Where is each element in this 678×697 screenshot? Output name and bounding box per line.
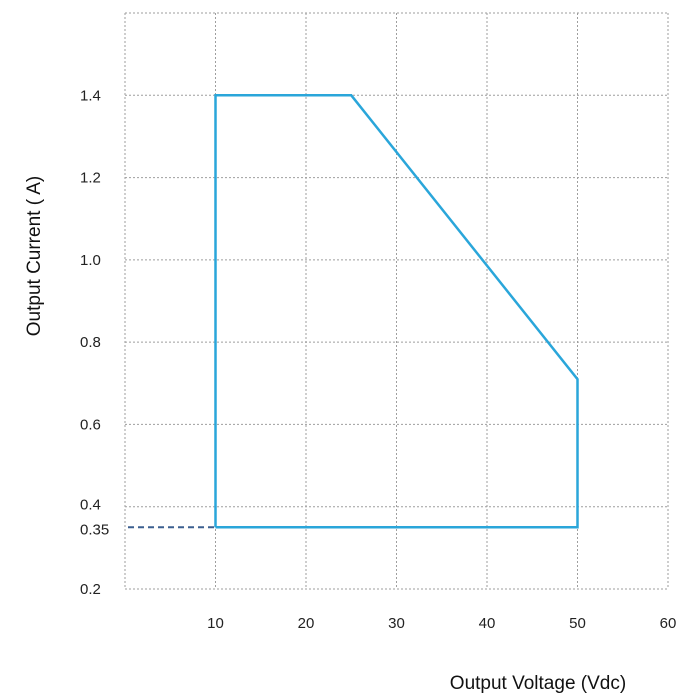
- x-tick-label: 30: [388, 615, 405, 632]
- operating-area-line: [214, 94, 579, 529]
- grid: [124, 12, 669, 590]
- x-tick-labels: 10 20 30 40 50 60: [207, 615, 676, 632]
- y-tick-label: 0.8: [80, 334, 101, 351]
- y-axis-label: Output Current ( A): [24, 176, 45, 337]
- y-tick-label: 0.6: [80, 416, 101, 433]
- x-tick-label: 40: [479, 615, 496, 632]
- y-tick-label: 0.35: [80, 521, 109, 538]
- x-axis-label: Output Voltage (Vdc): [450, 673, 626, 694]
- x-tick-label: 60: [660, 615, 677, 632]
- series-group: [214, 94, 579, 529]
- y-tick-label: 1.2: [80, 170, 101, 187]
- x-tick-label: 50: [569, 615, 586, 632]
- y-tick-label: 0.2: [80, 581, 101, 598]
- x-tick-label: 20: [298, 615, 315, 632]
- x-tick-label: 10: [207, 615, 224, 632]
- y-tick-label: 0.4: [80, 497, 101, 514]
- y-tick-label: 1.4: [80, 87, 101, 104]
- y-tick-labels: 0.2 0.35 0.4 0.6 0.8 1.0 1.2 1.4: [80, 87, 109, 598]
- y-tick-label: 1.0: [80, 252, 101, 269]
